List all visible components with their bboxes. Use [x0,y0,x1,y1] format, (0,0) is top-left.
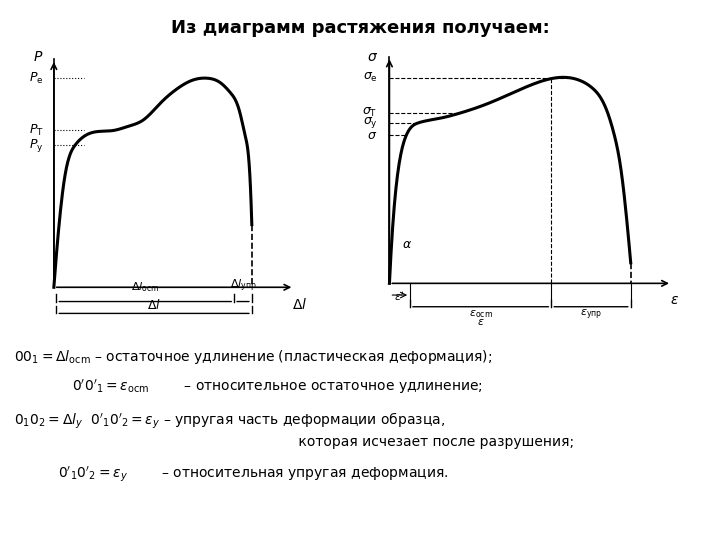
Text: $\sigma$: $\sigma$ [366,50,378,64]
Text: $P_{\rm T}$: $P_{\rm T}$ [29,123,44,138]
Text: $\Delta l$: $\Delta l$ [292,297,307,312]
Text: $\sigma$: $\sigma$ [367,129,378,141]
Text: $\varepsilon'$: $\varepsilon'$ [395,290,405,303]
Text: $0'_10'_2 = \varepsilon_y$        – относительная упругая деформация.: $0'_10'_2 = \varepsilon_y$ – относительн… [58,464,448,484]
Text: $\varepsilon$: $\varepsilon$ [670,293,680,307]
Text: $0'0'_1 = \varepsilon_{\rm ocm}$        – относительное остаточное удлинение;: $0'0'_1 = \varepsilon_{\rm ocm}$ – относ… [72,378,483,396]
Text: $\varepsilon_{\rm упр}$: $\varepsilon_{\rm упр}$ [580,307,602,322]
Text: $P_{\rm e}$: $P_{\rm e}$ [30,71,44,86]
Text: $\sigma_{\rm T}$: $\sigma_{\rm T}$ [362,106,378,119]
Text: $\varepsilon_{\rm ocm}$: $\varepsilon_{\rm ocm}$ [469,308,492,320]
Text: $\Delta l_{\rm упр}$: $\Delta l_{\rm упр}$ [230,278,256,294]
Text: Из диаграмм растяжения получаем:: Из диаграмм растяжения получаем: [171,19,549,37]
Text: $\alpha$: $\alpha$ [402,238,412,251]
Text: $\varepsilon$: $\varepsilon$ [477,318,485,327]
Text: $0_10_2 = \Delta l_y$  $0'_10'_2 = \varepsilon_y$ – упругая часть деформации обр: $0_10_2 = \Delta l_y$ $0'_10'_2 = \varep… [14,410,446,431]
Text: $\Delta l_{\rm ocm}$: $\Delta l_{\rm ocm}$ [131,281,160,294]
Text: $\sigma_{\rm e}$: $\sigma_{\rm e}$ [363,71,378,84]
Text: которая исчезает после разрушения;: которая исчезает после разрушения; [259,435,575,449]
Text: $00_1 = \Delta l_{\rm ocm}$ – остаточное удлинение (пластическая деформация);: $00_1 = \Delta l_{\rm ocm}$ – остаточное… [14,348,492,366]
Text: $P$: $P$ [34,50,44,64]
Text: $\sigma_{\rm y}$: $\sigma_{\rm y}$ [363,116,378,130]
Text: $\Delta l$: $\Delta l$ [147,298,161,312]
Text: $P_{\rm y}$: $P_{\rm y}$ [30,137,44,153]
